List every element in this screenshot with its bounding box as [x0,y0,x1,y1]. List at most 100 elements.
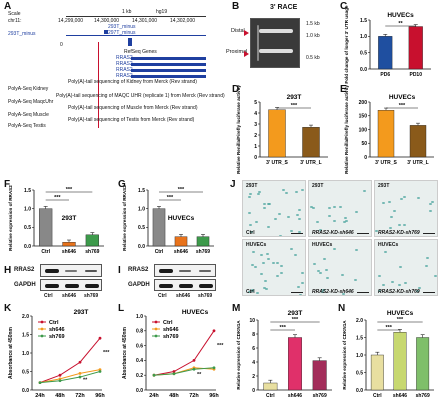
chart-K-ytick-label-2: 1.0 [22,351,29,357]
micrograph-cell-line: 293T [378,183,390,189]
micrograph-6: HUVECs RRAS2-KD-sh769 [374,239,438,296]
h-lane-ctrl: Ctrl [44,293,53,299]
chart-G-sig-1: *** [178,187,185,193]
chart-E-bar-0 [377,110,395,158]
track-peak [104,30,108,34]
chart-K-point-2-1 [58,379,62,383]
chart-K-series-1 [39,369,101,384]
sa-bgal-stain [344,219,348,222]
panel-n-label: N [338,303,346,314]
sa-bgal-stain [313,262,317,265]
sa-bgal-stain [383,251,387,254]
size-1-0kb: 1.0 kb [306,33,320,39]
chart-M-bar-0 [263,382,278,391]
sa-bgal-stain [248,211,252,214]
chart-C-cat-0: PD6 [380,72,390,78]
chart-C-ytick-label-0: 0.0 [360,67,367,73]
h-gapdh-band-2 [65,284,79,288]
chart-D-cat-1: 3' UTR_L [300,160,321,166]
h-lane-sh769: sh769 [84,293,99,299]
sa-bgal-stain [250,230,254,233]
sa-bgal-stain [388,200,392,203]
chart-E-ytick-label-1: 50 [361,141,367,147]
gene-label-4: RRAS2 [116,73,133,79]
sa-bgal-stain [340,274,344,277]
chart-G-ylabel: Relative expression of RRAS2 [122,185,127,251]
gene-track-4 [131,75,206,78]
chart-L-ytick-label-0: 0.0 [136,388,143,394]
i-gapdh-band-1 [159,284,173,288]
sa-bgal-stain [284,191,288,194]
chart-E-ytick-label-3: 150 [359,114,368,120]
i-lane-sh769: sh769 [198,293,213,299]
sa-bgal-stain [294,191,298,194]
h-lane-sh646: sh646 [62,293,77,299]
chart-E-sig-0: *** [399,103,406,109]
chart-D-bar-1 [302,127,320,158]
chart-L-legend-label-0: Ctrl [163,320,173,326]
sa-bgal-stain [249,223,253,226]
i-band-sh646 [179,270,191,272]
chart-G-ytick-label-0: 0.0 [138,244,145,250]
chart-k: 293T Absorbance at 450nm 0.0 0.5 1.0 1.5 2.0 24… [8,309,110,399]
chart-K-title: 293T [74,309,89,316]
sa-bgal-stain [277,212,281,215]
h-gapdh-band-1 [45,284,59,288]
chart-L-point-2-0 [152,373,156,377]
sa-bgal-stain [301,271,305,274]
chart-M-ytick-label-0: 0 [252,388,255,394]
scale-line [66,16,206,17]
chart-L-title: HUVECs [182,309,209,316]
chart-K-point-2-2 [78,375,82,379]
chart-K-xtick-label-3: 96h [95,393,105,399]
sa-bgal-stain [382,283,386,286]
chart-G-bar-1 [174,236,188,247]
distal-arrow-icon [244,30,249,36]
panel-j-label: J [230,179,236,190]
sa-bgal-stain [257,193,261,196]
chart-K-ytick-label-1: 0.5 [22,369,29,375]
sa-bgal-stain [253,266,257,269]
proximal-label: Proximal [226,49,248,55]
chart-M-ylabel: Relative expression of CDKN1A [236,320,241,390]
chart-K-series-0 [39,337,101,384]
scale-bar [291,292,303,293]
sa-bgal-stain [289,248,293,250]
h-band-sh646 [65,270,77,272]
sa-bgal-stain [322,288,326,291]
chart-M-cat-0: Ctrl [266,393,275,399]
chart-C-ytick-label-2: 1.0 [360,34,367,40]
chart-M-cat-1: sh646 [288,393,302,399]
chart-G-title: HUVECs [168,215,195,222]
sa-bgal-stain [353,278,357,281]
chart-n: HUVECs Relative expression of CDKN1A 0.0 0.… [342,310,434,399]
chart-d: 293T Relative Renilla/Firefly luciferase … [236,85,328,174]
gene-label-2: RRAS2 [116,61,133,67]
chart-M-sig-0: *** [279,325,286,331]
chart-N-sig-0: *** [385,325,392,331]
micrograph-cell-line: HUVECs [312,242,333,248]
proximal-arrow-icon [244,51,249,57]
chart-K-xtick-label-2: 72h [75,393,85,399]
size-1-5kb: 1.5 kb [306,21,320,27]
chart-N-title: HUVECs [387,310,414,317]
coord-1: 14,299,000 [58,18,84,24]
sa-bgal-stain [297,230,301,233]
micrograph-condition: RRAS2-KD-sh769 [378,289,420,295]
chart-m: 293T Relative expression of CDKN1A 0 2 4 6 8 10… [236,310,332,399]
gel-band-proximal [259,49,293,53]
distal-label: Distal [231,28,245,34]
sa-bgal-stain [282,189,286,192]
h-blot-rras2 [40,264,102,277]
sa-bgal-stain [273,218,277,221]
sa-bgal-stain [403,195,407,198]
chart-F-bar-1 [62,242,76,247]
micrograph-condition: RRAS2-KD-sh769 [378,230,420,236]
chart-L-xtick-label-0: 24h [149,393,159,399]
track-peak-2 [128,38,132,46]
sa-bgal-stain [429,209,433,212]
sa-bgal-stain [301,189,305,192]
chart-l: HUVECs Absorbance at 450nm 0.0 0.2 0.4 0.6 0.8… [122,309,224,399]
race-title: 3' RACE [270,4,298,11]
chart-L-legend-label-2: sh769 [163,334,179,340]
